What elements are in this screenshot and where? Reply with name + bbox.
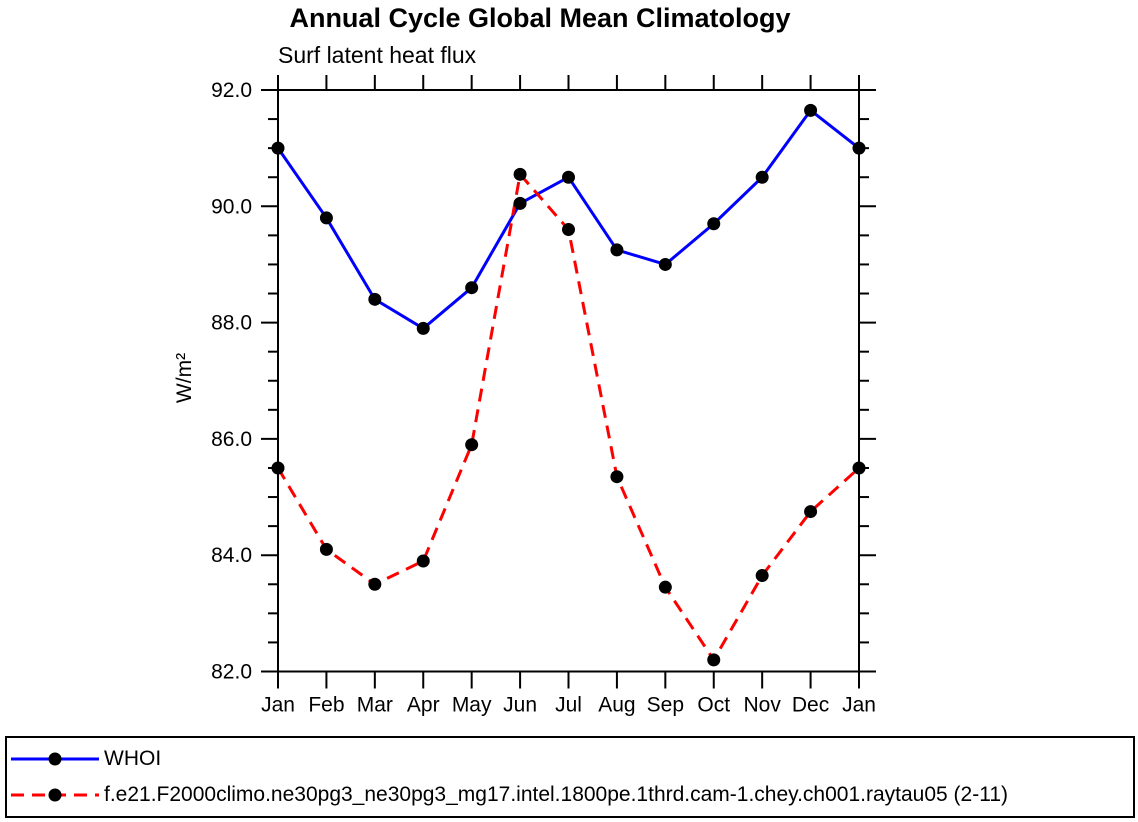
- legend-line-sample-whoi: [11, 752, 99, 766]
- legend-item-model: f.e21.F2000climo.ne30pg3_ne30pg3_mg17.in…: [9, 777, 1133, 813]
- y-tick-label: 90.0: [211, 195, 252, 218]
- data-point-model-aug-7: [610, 470, 624, 484]
- data-point-model-jun-5: [513, 167, 527, 181]
- chart-title: Annual Cycle Global Mean Climatology: [289, 3, 791, 33]
- x-tick-label: May: [452, 694, 492, 717]
- legend-sample-marker: [48, 788, 62, 802]
- y-tick-label: 86.0: [211, 428, 252, 451]
- legend-sample-marker: [48, 752, 62, 766]
- y-tick-label: 88.0: [211, 312, 252, 335]
- x-tick-label: Dec: [792, 694, 829, 717]
- data-point-whoi-jan-12: [852, 141, 866, 155]
- legend-label-whoi: WHOI: [104, 747, 162, 770]
- data-point-model-apr-3: [416, 554, 430, 568]
- x-tick-label: Sep: [647, 694, 684, 717]
- x-tick-label: Jul: [555, 694, 582, 717]
- data-point-model-oct-9: [707, 653, 721, 667]
- data-point-model-mar-2: [368, 577, 382, 591]
- y-tick-label: 92.0: [211, 79, 252, 102]
- y-tick-label: 84.0: [211, 544, 252, 567]
- data-point-model-jan-0: [271, 461, 285, 475]
- x-tick-label: Apr: [407, 694, 440, 717]
- data-point-whoi-mar-2: [368, 292, 382, 306]
- x-tick-label: Nov: [743, 694, 781, 717]
- data-point-model-may-4: [465, 438, 479, 452]
- y-tick-label: 82.0: [211, 661, 252, 684]
- data-point-model-nov-10: [755, 569, 769, 583]
- series-line-whoi: [276, 108, 860, 330]
- data-point-model-dec-11: [804, 505, 818, 519]
- chart-subtitle: Surf latent heat flux: [278, 42, 477, 68]
- data-point-whoi-jan-0: [271, 141, 285, 155]
- data-point-whoi-dec-11: [804, 103, 818, 117]
- series-line-model: [276, 172, 861, 662]
- x-tick-label: Mar: [357, 694, 393, 717]
- data-point-model-feb-1: [319, 542, 333, 556]
- legend-line-sample-model: [11, 788, 99, 802]
- x-tick-label: Jun: [503, 694, 537, 717]
- x-tick-label: Jan: [261, 694, 295, 717]
- x-tick-label: Oct: [697, 694, 730, 717]
- plot-border: [277, 89, 860, 673]
- data-point-whoi-jun-5: [513, 196, 527, 210]
- legend-label-model: f.e21.F2000climo.ne30pg3_ne30pg3_mg17.in…: [104, 783, 1009, 806]
- data-point-whoi-apr-3: [416, 321, 430, 335]
- data-point-whoi-feb-1: [319, 211, 333, 225]
- data-point-whoi-nov-10: [755, 170, 769, 184]
- legend-box: WHOI f.e21.F2000climo.ne30pg3_ne30pg3_mg…: [5, 736, 1135, 818]
- data-point-model-sep-8: [658, 580, 672, 594]
- data-point-whoi-may-4: [465, 281, 479, 295]
- data-point-whoi-sep-8: [658, 257, 672, 271]
- data-point-whoi-aug-7: [610, 243, 624, 257]
- data-point-whoi-oct-9: [707, 217, 721, 231]
- x-tick-label: Feb: [308, 694, 344, 717]
- legend-item-whoi: WHOI: [9, 741, 1133, 777]
- data-point-model-jul-6: [562, 223, 575, 237]
- data-point-model-jan-12: [852, 461, 866, 475]
- plot-area: 82.0 84.0 86.0 88.0 90.0 92.0 Jan Feb Mar Apr May J…: [211, 75, 876, 717]
- x-tick-label: Aug: [598, 694, 635, 717]
- data-point-whoi-jul-6: [562, 170, 575, 184]
- x-tick-label: Jan: [842, 694, 876, 717]
